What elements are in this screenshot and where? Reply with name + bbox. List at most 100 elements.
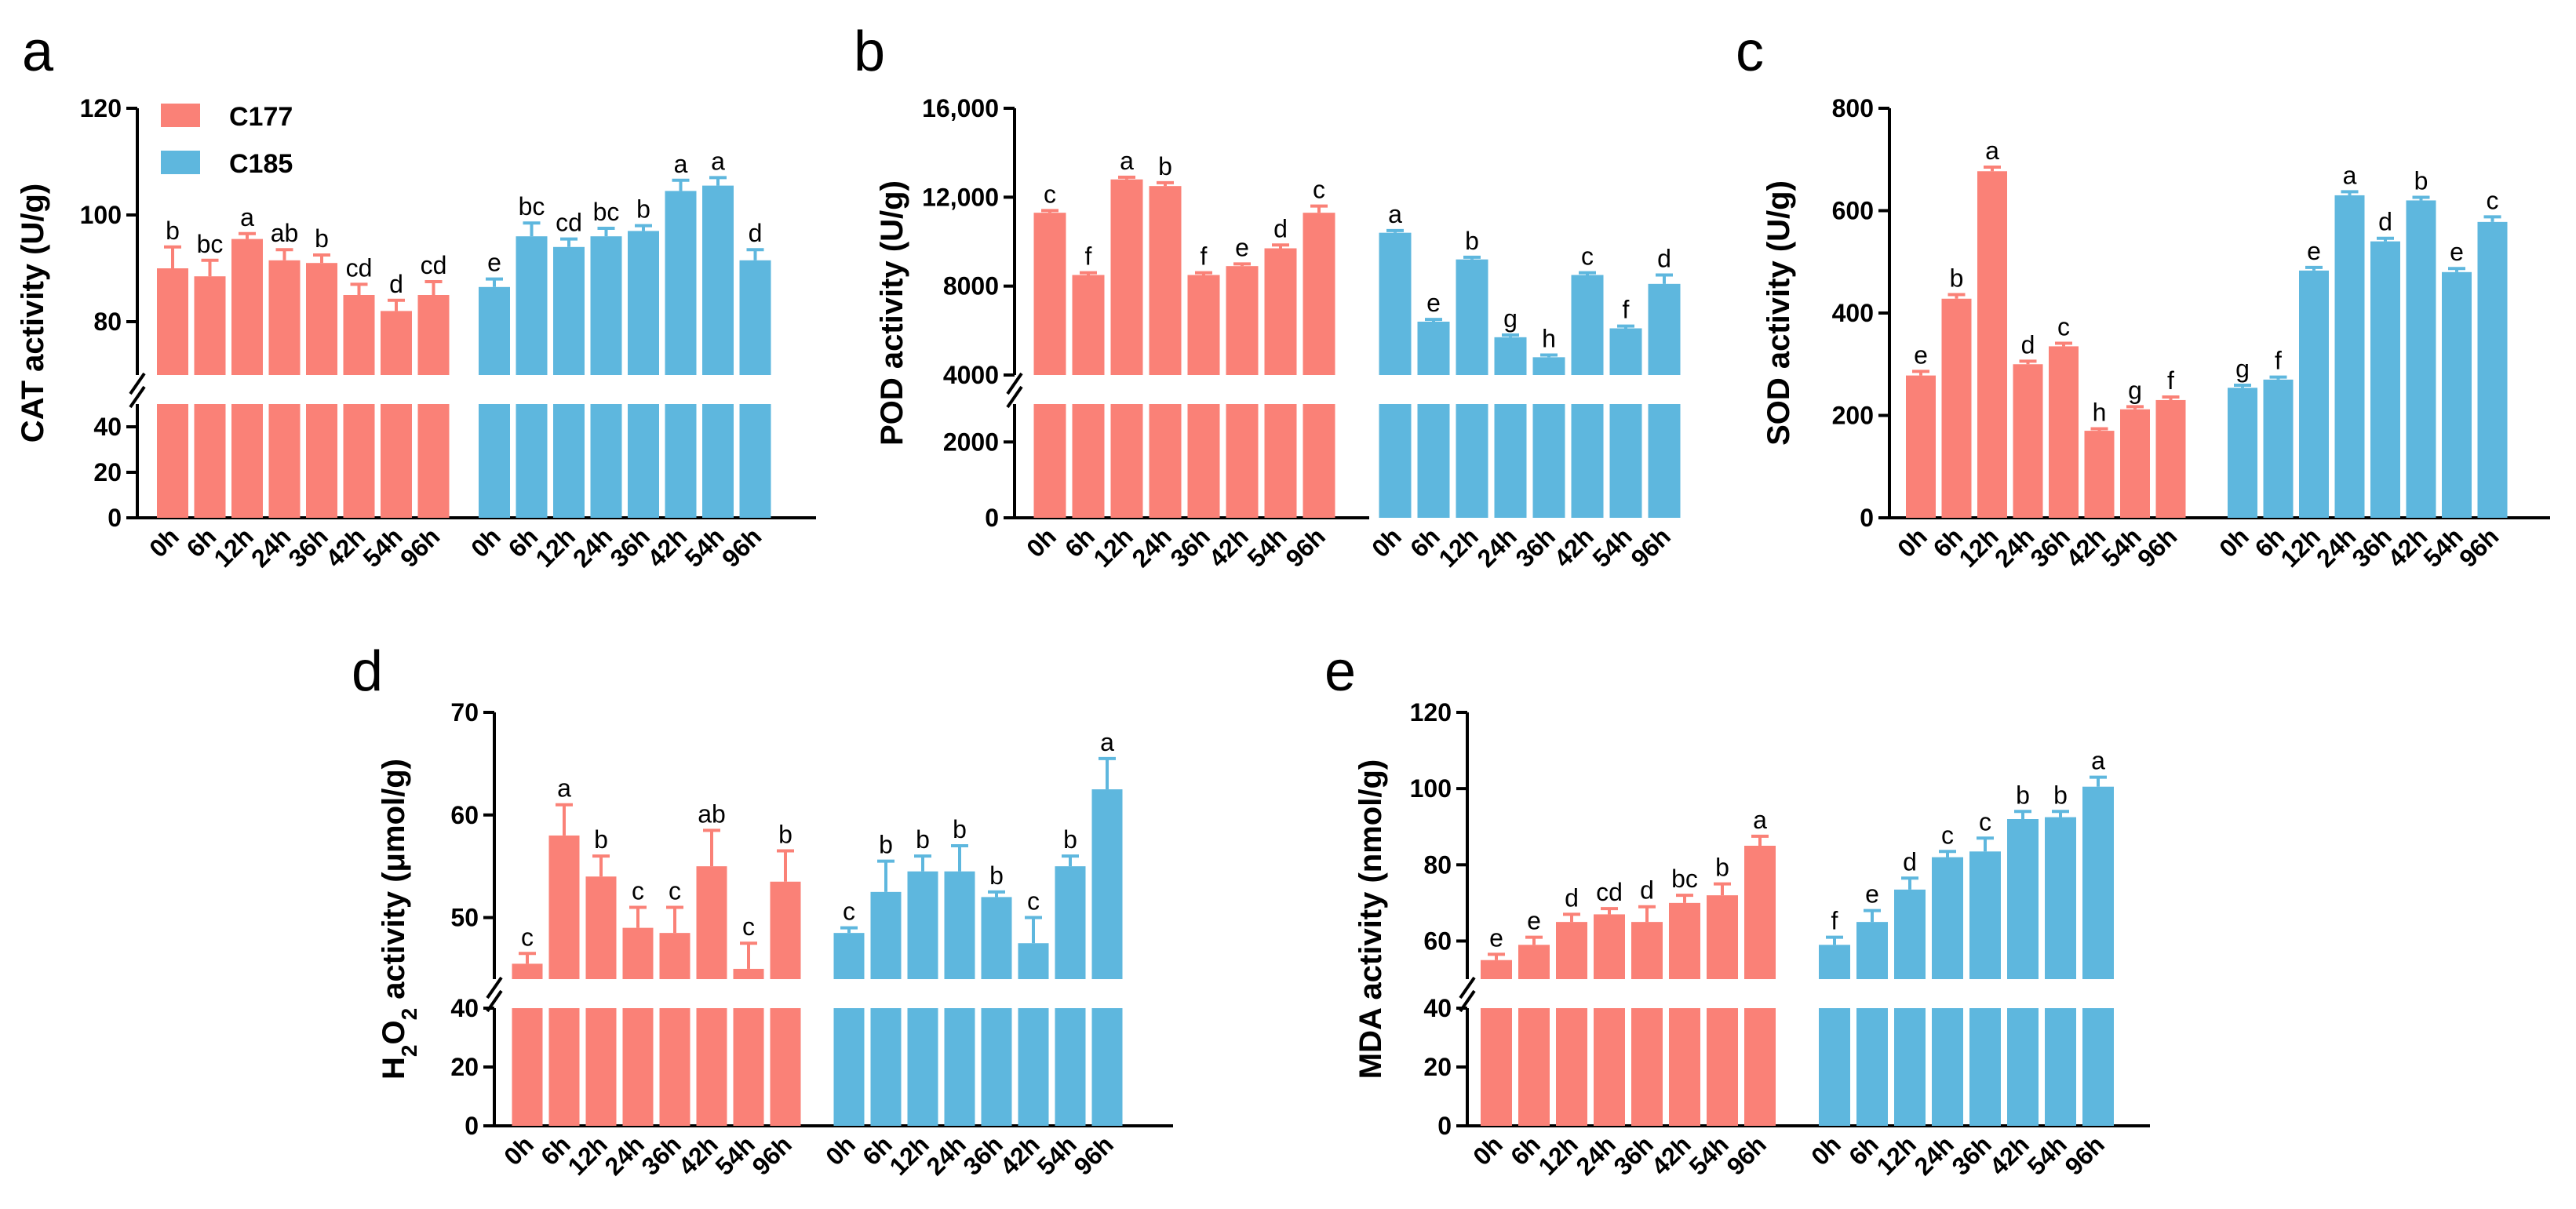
significance-letter: b [953,815,967,843]
y-tick-label: 60 [1423,927,1452,955]
bar-lower-C177-12h [1110,404,1143,518]
bar-C177-36h [306,263,337,375]
significance-letter: a [2091,747,2105,775]
bar-C177-12h [1110,179,1143,375]
bar-lower-C177-0h [1481,1008,1512,1126]
bar-C177-36h [1631,922,1663,979]
bar-C185-12h [907,871,938,979]
significance-letter: ab [271,219,299,247]
significance-letter: c [1313,176,1325,204]
bar-lower-C185-0h [1379,404,1412,518]
bar-C185-0h [1379,232,1412,375]
bar-lower-C185-6h [516,404,548,518]
significance-letter: cd [556,209,582,237]
y-tick-label: 20 [93,458,122,486]
y-tick-label: 0 [465,1112,479,1140]
y-tick-label: 70 [450,698,479,726]
significance-letter: b [1465,227,1479,255]
y-tick-label: 40 [93,413,122,441]
y-tick-label: 120 [1410,698,1452,726]
significance-letter: a [1100,728,1114,756]
significance-letter: f [1623,296,1630,324]
significance-letter: b [778,821,792,849]
axis-break-mark [1006,385,1023,409]
significance-letter: bc [197,230,224,258]
significance-letter: c [1941,821,1954,849]
bar-lower-C185-54h [1609,404,1642,518]
significance-letter: b [2016,781,2030,809]
significance-letter: cd [1596,878,1623,906]
bar-C185-42h [2406,200,2436,518]
y-tick-label: 4000 [943,361,999,389]
bar-C185-96h [1648,283,1681,375]
significance-letter: c [521,923,534,951]
x-tick-label: 96h [395,522,445,572]
bar-C185-36h [1969,851,2001,979]
bar-C177-0h [512,963,543,979]
y-tick-label: 800 [1832,94,1874,122]
bar-lower-C185-36h [1532,404,1565,518]
bar-C185-24h [590,236,622,375]
bar-C185-96h [739,260,771,375]
bar-C177-6h [1518,945,1550,979]
bar-C185-54h [1055,866,1086,979]
y-tick-label: 60 [450,801,479,829]
x-tick-label: 96h [1281,522,1331,572]
significance-letter: c [1027,887,1040,916]
significance-letter: d [1640,876,1654,905]
significance-letter: e [1235,233,1249,261]
x-tick-label: 0h [1805,1130,1846,1171]
significance-letter: f [1831,907,1838,935]
legend-label: C185 [229,149,293,179]
bar-C185-96h [2477,221,2508,518]
significance-letter: e [1426,289,1441,317]
bar-lower-C185-96h [1091,1008,1123,1126]
panel-letter: e [1324,640,1356,703]
bar-lower-C177-6h [194,404,226,518]
bar-lower-C177-42h [696,1008,727,1126]
x-tick-label: 96h [1722,1130,1772,1180]
significance-letter: e [487,249,501,277]
bar-C185-36h [1532,357,1565,375]
bar-lower-C185-24h [944,1008,975,1126]
bar-C177-6h [548,835,580,979]
y-axis-title-part: O [377,1020,411,1044]
significance-letter: a [557,774,571,803]
bar-lower-C177-24h [268,404,301,518]
bar-lower-C177-24h [1149,404,1182,518]
significance-letter: b [879,831,893,859]
bar-C177-36h [659,933,690,979]
bar-lower-C185-12h [553,404,585,518]
bar-C177-42h [2084,431,2115,518]
significance-letter: g [2235,355,2250,383]
y-tick-label: 0 [1860,504,1874,532]
significance-letter: b [1063,825,1077,854]
significance-letter: h [1542,325,1556,353]
bar-lower-C185-24h [1932,1008,1963,1126]
y-tick-label: 100 [1410,774,1452,803]
x-tick-label: 0h [1892,522,1933,563]
bar-C185-42h [1571,275,1604,375]
significance-letter: b [1715,854,1729,882]
bar-C177-54h [1264,248,1297,375]
bar-C177-36h [2049,346,2079,518]
significance-letter: d [1657,245,1671,273]
bar-lower-C185-24h [1494,404,1527,518]
significance-letter: e [2307,237,2321,265]
bar-C177-42h [343,295,375,375]
bar-lower-C177-0h [157,404,188,518]
y-axis-title: CAT activity (U/g) [16,184,50,442]
significance-letter: a [674,150,688,178]
y-tick-label: 0 [985,504,999,532]
significance-letter: bc [519,192,545,220]
y-tick-label: 200 [1832,402,1874,430]
y-axis-title: MDA activity (nmol/g) [1354,759,1388,1079]
bar-lower-C177-12h [1556,1008,1587,1126]
bar-lower-C185-0h [833,1008,865,1126]
significance-letter: c [843,898,855,926]
bar-C177-36h [1187,275,1220,375]
bar-C185-36h [2370,241,2400,518]
bar-lower-C185-36h [981,1008,1012,1126]
bar-C185-54h [2442,271,2472,518]
